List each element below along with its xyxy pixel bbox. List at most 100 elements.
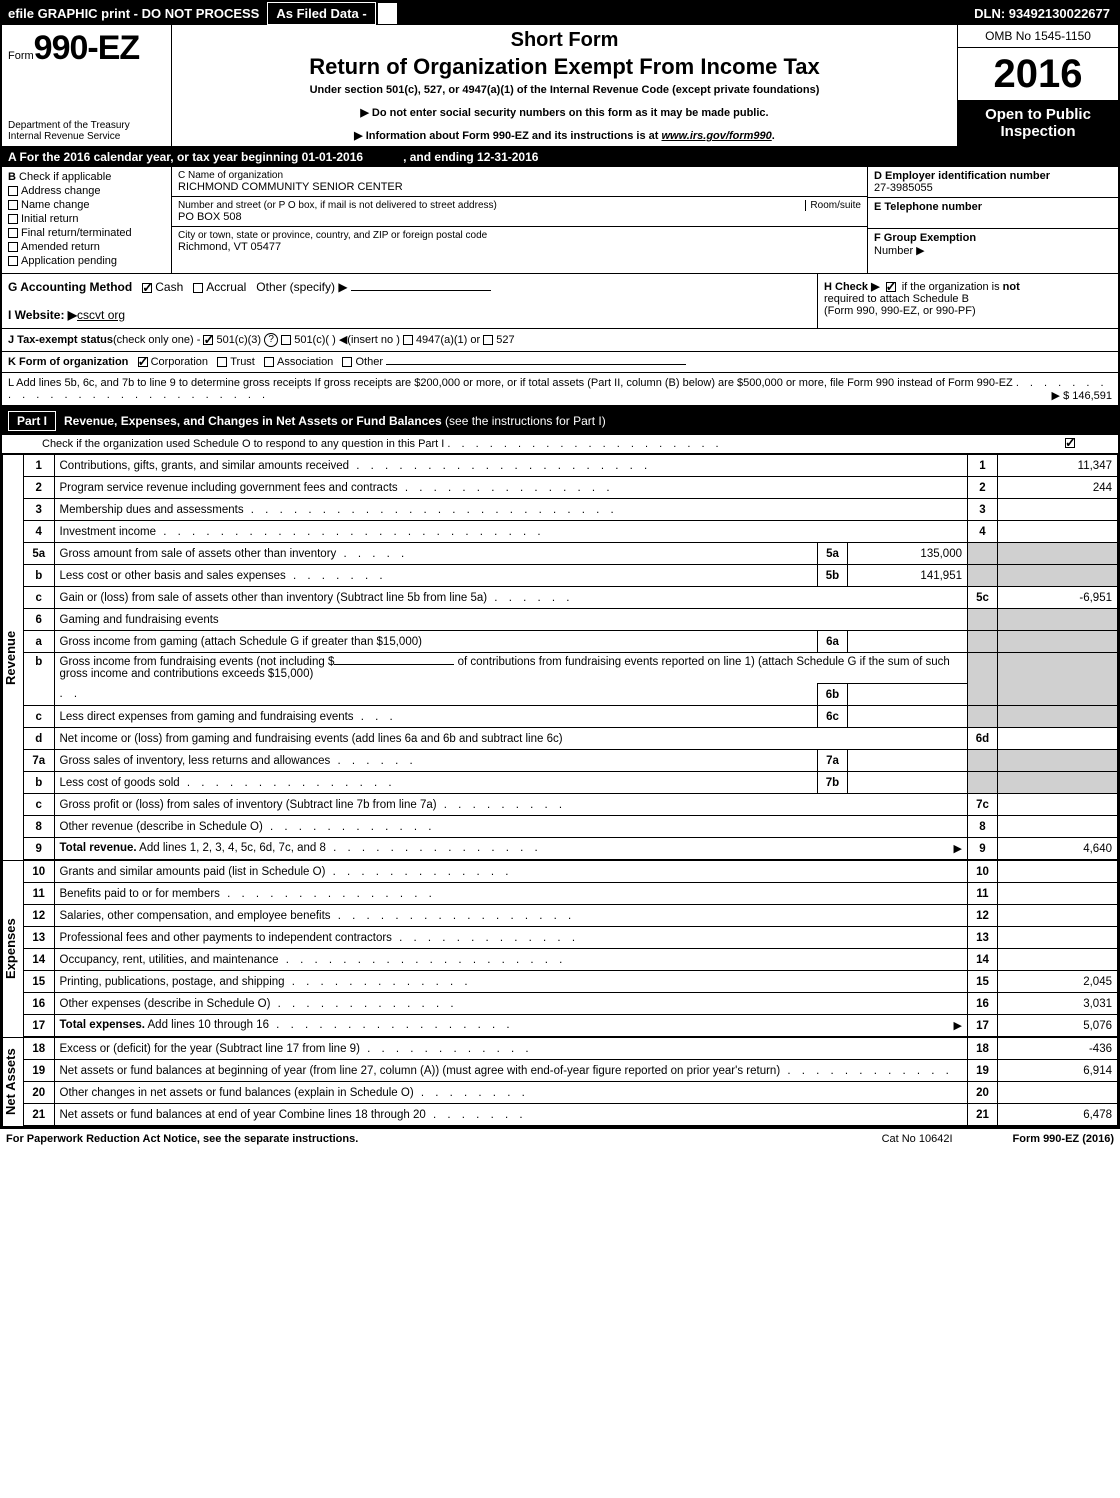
footer-left: For Paperwork Reduction Act Notice, see … xyxy=(6,1133,358,1145)
chk-accrual[interactable] xyxy=(193,283,203,293)
website-value[interactable]: cscvt org xyxy=(77,308,125,322)
info-grid: B Check if applicable Address change Nam… xyxy=(2,167,1118,274)
info-notice-end: . xyxy=(772,130,775,142)
cash-label: Cash xyxy=(155,280,183,294)
chk-501c3[interactable] xyxy=(203,335,213,345)
street-cell: Number and street (or P O box, if mail i… xyxy=(172,197,867,227)
page-footer: For Paperwork Reduction Act Notice, see … xyxy=(0,1128,1120,1149)
tel-cell: E Telephone number xyxy=(868,198,1118,229)
dept-irs: Internal Revenue Service xyxy=(8,131,165,142)
netassets-table: 18 Excess or (deficit) for the year (Sub… xyxy=(24,1037,1118,1126)
line-17: 17 Total expenses. Add lines 10 through … xyxy=(24,1015,1118,1037)
accrual-label: Accrual xyxy=(206,280,246,294)
line-7c: c Gross profit or (loss) from sales of i… xyxy=(24,794,1118,816)
line-7b: b Less cost of goods sold . . . . . . . … xyxy=(24,772,1118,794)
line-6d: d Net income or (loss) from gaming and f… xyxy=(24,728,1118,750)
top-bar: efile GRAPHIC print - DO NOT PROCESS As … xyxy=(2,2,1118,25)
short-form-label: Short Form xyxy=(180,29,949,52)
row-h: H Check ▶ if the organization is not req… xyxy=(818,274,1118,328)
other-specify-line[interactable] xyxy=(351,290,491,291)
chk-association[interactable] xyxy=(264,357,274,367)
info-notice: ▶ Information about Form 990-EZ and its … xyxy=(180,129,949,142)
other-org-line[interactable] xyxy=(386,364,686,365)
opt-assoc: Association xyxy=(277,356,333,368)
line-14: 14 Occupancy, rent, utilities, and maint… xyxy=(24,949,1118,971)
l-amount: ▶ $ 146,591 xyxy=(1052,389,1112,402)
form-prefix: Form xyxy=(8,50,34,62)
h-text3: required to attach Schedule B xyxy=(824,293,1112,305)
expenses-side-label: Expenses xyxy=(2,860,24,1037)
chk-amended-return[interactable]: Amended return xyxy=(8,241,165,253)
line-7a: 7a Gross sales of inventory, less return… xyxy=(24,750,1118,772)
chk-application-pending[interactable]: Application pending xyxy=(8,255,165,267)
opt-4947: 4947(a)(1) or xyxy=(416,334,480,346)
opt-other: Other xyxy=(355,356,383,368)
line-6b: b Gross income from fundraising events (… xyxy=(24,653,1118,684)
form-title: Return of Organization Exempt From Incom… xyxy=(180,54,949,80)
line-1: 1 Contributions, gifts, grants, and simi… xyxy=(24,455,1118,477)
ssn-notice: ▶ Do not enter social security numbers o… xyxy=(180,106,949,119)
line-5a: 5a Gross amount from sale of assets othe… xyxy=(24,543,1118,565)
chk-final-return[interactable]: Final return/terminated xyxy=(8,227,165,239)
b-check-if: Check if applicable xyxy=(19,171,111,183)
row-i: I Website: ▶cscvt org xyxy=(8,308,811,322)
line-21: 21 Net assets or fund balances at end of… xyxy=(24,1104,1118,1126)
box-d: D Employer identification number 27-3985… xyxy=(868,167,1118,273)
dln: DLN: 93492130022677 xyxy=(966,3,1118,24)
section-a: A For the 2016 calendar year, or tax yea… xyxy=(2,147,1118,167)
j-label: J Tax-exempt status xyxy=(8,334,113,346)
line-5c: c Gain or (loss) from sale of assets oth… xyxy=(24,587,1118,609)
h-check-label: H Check ▶ xyxy=(824,281,880,293)
irs-link[interactable]: www.irs.gov/form990 xyxy=(662,130,772,142)
chk-schedule-o[interactable] xyxy=(1065,438,1075,448)
part1-check-text: Check if the organization used Schedule … xyxy=(42,438,444,450)
line-5b: b Less cost or other basis and sales exp… xyxy=(24,565,1118,587)
room-label: Room/suite xyxy=(805,200,861,211)
group-exempt-cell: F Group Exemption Number ▶ xyxy=(868,229,1118,260)
line-20: 20 Other changes in net assets or fund b… xyxy=(24,1082,1118,1104)
box-b-label: B Check if applicable xyxy=(8,171,165,183)
group-exempt-label: F Group Exemption xyxy=(874,232,1112,244)
part1-title-sub: (see the instructions for Part I) xyxy=(442,414,606,428)
chk-address-change[interactable]: Address change xyxy=(8,185,165,197)
netassets-section: Net Assets 18 Excess or (deficit) for th… xyxy=(2,1037,1118,1126)
form-990ez: efile GRAPHIC print - DO NOT PROCESS As … xyxy=(0,0,1120,1128)
chk-501c[interactable] xyxy=(281,335,291,345)
j-sub: (check only one) - xyxy=(113,334,200,346)
opt-527: 527 xyxy=(496,334,514,346)
h-not: not xyxy=(1003,281,1020,293)
line-6b-inner: . . 6b xyxy=(24,684,1118,706)
opt-corp: Corporation xyxy=(151,356,208,368)
open-public-1: Open to Public xyxy=(962,106,1114,123)
line-11: 11 Benefits paid to or for members . . .… xyxy=(24,883,1118,905)
chk-other-org[interactable] xyxy=(342,357,352,367)
chk-527[interactable] xyxy=(483,335,493,345)
line-2: 2 Program service revenue including gove… xyxy=(24,477,1118,499)
revenue-table: 1 Contributions, gifts, grants, and simi… xyxy=(24,454,1118,860)
line-15: 15 Printing, publications, postage, and … xyxy=(24,971,1118,993)
box-b: B Check if applicable Address change Nam… xyxy=(2,167,172,273)
dept-treasury: Department of the Treasury xyxy=(8,120,165,131)
footer-cat: Cat No 10642I xyxy=(882,1133,953,1145)
line-19: 19 Net assets or fund balances at beginn… xyxy=(24,1060,1118,1082)
b-letter: B xyxy=(8,171,16,183)
chk-corporation[interactable] xyxy=(138,357,148,367)
chk-initial-return[interactable]: Initial return xyxy=(8,213,165,225)
form-subtitle: Under section 501(c), 527, or 4947(a)(1)… xyxy=(180,84,949,96)
i-label: I Website: ▶ xyxy=(8,308,77,322)
accounting-method: G Accounting Method Cash Accrual Other (… xyxy=(8,280,811,294)
form-number: Form990-EZ xyxy=(8,29,165,68)
open-public-badge: Open to Public Inspection xyxy=(958,100,1118,146)
chk-not-required[interactable] xyxy=(886,282,896,292)
part1-title: Revenue, Expenses, and Changes in Net As… xyxy=(64,414,1112,428)
chk-cash[interactable] xyxy=(142,283,152,293)
help-icon[interactable]: ? xyxy=(264,333,278,347)
tel-value xyxy=(874,213,1112,225)
chk-name-change[interactable]: Name change xyxy=(8,199,165,211)
chk-trust[interactable] xyxy=(217,357,227,367)
row-j: J Tax-exempt status(check only one) - 50… xyxy=(2,329,1118,352)
row-gh: G Accounting Method Cash Accrual Other (… xyxy=(2,274,1118,329)
revenue-side-label: Revenue xyxy=(2,454,24,860)
row-l: L Add lines 5b, 6c, and 7b to line 9 to … xyxy=(2,373,1118,407)
chk-4947[interactable] xyxy=(403,335,413,345)
